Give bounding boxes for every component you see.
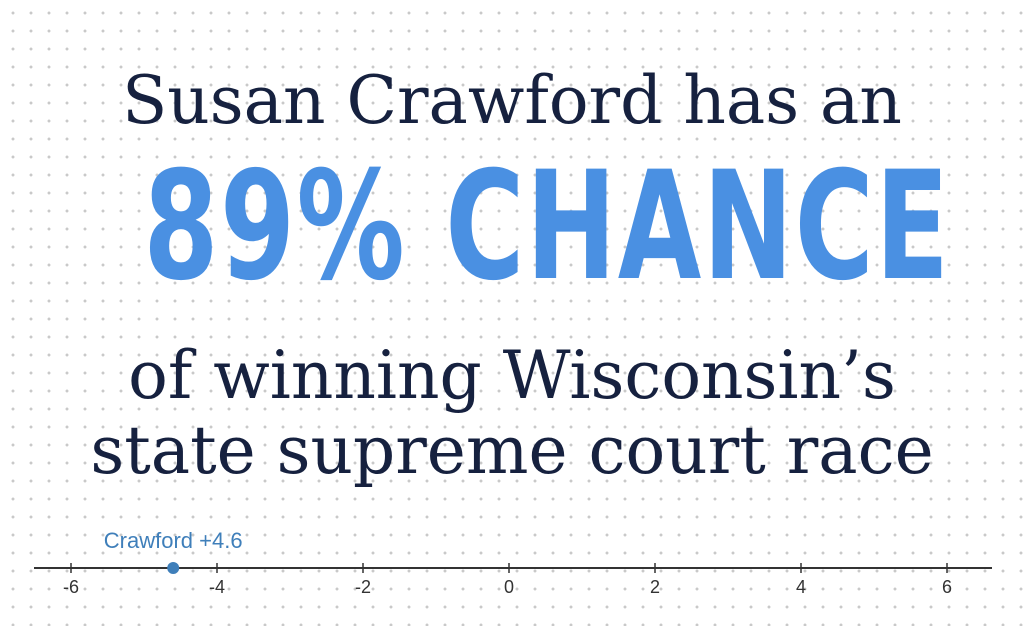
data-points: Crawford +4.6 [104, 528, 243, 574]
data-point-label: Crawford +4.6 [104, 528, 243, 553]
tick-label: -2 [355, 577, 371, 597]
margin-number-line: -6 -4 -2 0 2 4 6 Crawford +4.6 [34, 528, 992, 597]
axis-ticks: -6 -4 -2 0 2 4 6 [63, 563, 952, 597]
tick-label: -4 [209, 577, 225, 597]
tick-label: 0 [504, 577, 514, 597]
tick-label: 4 [796, 577, 806, 597]
data-point [167, 562, 180, 574]
tick-label: -6 [63, 577, 79, 597]
win-probability-stat: 89% CHANCE [143, 140, 951, 314]
headline-line-4: state supreme court race [90, 412, 934, 489]
tick-label: 6 [942, 577, 952, 597]
tick-label: 2 [650, 577, 660, 597]
headline-line-1: Susan Crawford has an [122, 62, 902, 139]
headline-line-3: of winning Wisconsin’s [128, 337, 896, 414]
